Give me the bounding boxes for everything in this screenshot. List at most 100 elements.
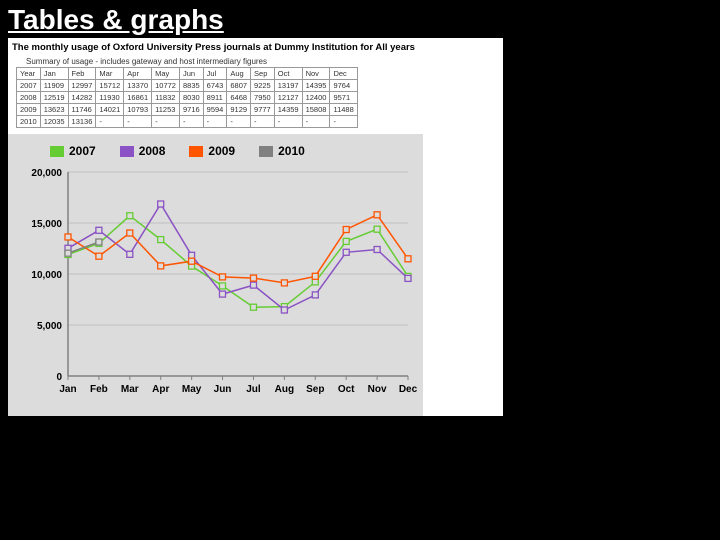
svg-text:20,000: 20,000 xyxy=(31,168,62,179)
table-header-cell: May xyxy=(152,68,180,80)
table-row: 2008125191428211930168611183280308911646… xyxy=(17,92,358,104)
table-cell: 11832 xyxy=(152,92,180,104)
chart-legend: 2007 2008 2009 2010 xyxy=(14,140,417,166)
table-cell: 14359 xyxy=(274,104,302,116)
svg-text:Sep: Sep xyxy=(306,384,324,395)
table-cell: 8911 xyxy=(203,92,227,104)
table-cell: 9571 xyxy=(330,92,357,104)
table-cell: 2010 xyxy=(17,116,41,128)
table-cell: 13136 xyxy=(68,116,96,128)
table-cell: 14021 xyxy=(96,104,124,116)
legend-label: 2007 xyxy=(69,144,96,158)
table-cell: 10793 xyxy=(124,104,152,116)
slide-title: Tables & graphs xyxy=(0,0,720,38)
svg-text:Oct: Oct xyxy=(338,384,355,395)
table-cell: 9777 xyxy=(251,104,275,116)
table-cell: 15808 xyxy=(302,104,330,116)
table-cell: 12519 xyxy=(40,92,68,104)
svg-text:5,000: 5,000 xyxy=(37,321,62,332)
svg-text:Feb: Feb xyxy=(90,384,108,395)
table-cell: - xyxy=(251,116,275,128)
table-cell: 11909 xyxy=(40,80,68,92)
legend-item: 2008 xyxy=(120,144,166,158)
table-cell: 14282 xyxy=(68,92,96,104)
table-cell: 8030 xyxy=(179,92,203,104)
table-cell: - xyxy=(330,116,357,128)
table-cell: - xyxy=(96,116,124,128)
svg-text:May: May xyxy=(182,384,202,395)
table-cell: 13370 xyxy=(124,80,152,92)
table-cell: 13197 xyxy=(274,80,302,92)
table-cell: 9716 xyxy=(179,104,203,116)
chart-plot: 0 5,000 10,000 15,000 20,000 Jan Feb Mar Apr May J… xyxy=(14,166,417,410)
table-cell: - xyxy=(152,116,180,128)
table-header-cell: Jan xyxy=(40,68,68,80)
table-header-cell: Year xyxy=(17,68,41,80)
table-header-cell: Nov xyxy=(302,68,330,80)
legend-swatch xyxy=(259,146,273,157)
table-cell: 11746 xyxy=(68,104,96,116)
table-cell: 6743 xyxy=(203,80,227,92)
table-row: 2007119091299715712133701077288356743680… xyxy=(17,80,358,92)
svg-text:Nov: Nov xyxy=(368,384,387,395)
table-cell: 15712 xyxy=(96,80,124,92)
chart-container: 2007 2008 2009 2010 0 5,000 10,000 15,000 20,00… xyxy=(8,134,423,416)
svg-text:Aug: Aug xyxy=(275,384,294,395)
table-cell: 2007 xyxy=(17,80,41,92)
table-cell: 12400 xyxy=(302,92,330,104)
legend-item: 2009 xyxy=(189,144,235,158)
table-cell: - xyxy=(302,116,330,128)
table-header-cell: Sep xyxy=(251,68,275,80)
table-header-cell: Aug xyxy=(227,68,251,80)
table-cell: - xyxy=(203,116,227,128)
table-cell: 6468 xyxy=(227,92,251,104)
svg-text:15,000: 15,000 xyxy=(31,219,62,230)
svg-text:Jan: Jan xyxy=(59,384,76,395)
table-cell: 11253 xyxy=(152,104,180,116)
table-header-cell: Mar xyxy=(96,68,124,80)
table-cell: 11488 xyxy=(330,104,357,116)
legend-swatch xyxy=(120,146,134,157)
table-header-cell: Dec xyxy=(330,68,357,80)
table-cell: 8835 xyxy=(179,80,203,92)
legend-swatch xyxy=(50,146,64,157)
table-cell: 12127 xyxy=(274,92,302,104)
table-cell: 7950 xyxy=(251,92,275,104)
table-cell: - xyxy=(227,116,251,128)
legend-item: 2007 xyxy=(50,144,96,158)
svg-text:0: 0 xyxy=(56,372,62,383)
table-cell: - xyxy=(274,116,302,128)
usage-table: YearJanFebMarAprMayJunJulAugSepOctNovDec… xyxy=(16,67,358,128)
table-cell: 9225 xyxy=(251,80,275,92)
svg-text:Mar: Mar xyxy=(121,384,139,395)
legend-label: 2010 xyxy=(278,144,305,158)
table-cell: 12035 xyxy=(40,116,68,128)
table-cell: 12997 xyxy=(68,80,96,92)
table-header-cell: Apr xyxy=(124,68,152,80)
table-cell: 16861 xyxy=(124,92,152,104)
table-row: 2009136231174614021107931125397169594912… xyxy=(17,104,358,116)
table-row: 20101203513136---------- xyxy=(17,116,358,128)
table-cell: - xyxy=(124,116,152,128)
chart-subtitle: The monthly usage of Oxford University P… xyxy=(8,38,503,55)
table-cell: 13623 xyxy=(40,104,68,116)
table-cell: 9764 xyxy=(330,80,357,92)
table-header-cell: Feb xyxy=(68,68,96,80)
legend-swatch xyxy=(189,146,203,157)
table-cell: - xyxy=(179,116,203,128)
table-cell: 2009 xyxy=(17,104,41,116)
legend-label: 2009 xyxy=(208,144,235,158)
svg-text:Dec: Dec xyxy=(399,384,417,395)
svg-text:Jul: Jul xyxy=(246,384,261,395)
table-cell: 2008 xyxy=(17,92,41,104)
table-cell: 9129 xyxy=(227,104,251,116)
svg-text:Apr: Apr xyxy=(152,384,169,395)
content-area: The monthly usage of Oxford University P… xyxy=(8,38,503,416)
table-cell: 6807 xyxy=(227,80,251,92)
table-header-cell: Oct xyxy=(274,68,302,80)
legend-item: 2010 xyxy=(259,144,305,158)
svg-text:10,000: 10,000 xyxy=(31,270,62,281)
table-cell: 10772 xyxy=(152,80,180,92)
table-cell: 11930 xyxy=(96,92,124,104)
table-cell: 9594 xyxy=(203,104,227,116)
